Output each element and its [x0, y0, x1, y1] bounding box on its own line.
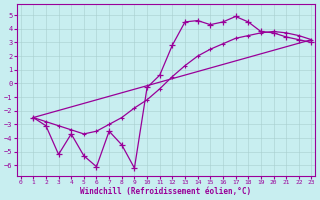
- X-axis label: Windchill (Refroidissement éolien,°C): Windchill (Refroidissement éolien,°C): [80, 187, 252, 196]
